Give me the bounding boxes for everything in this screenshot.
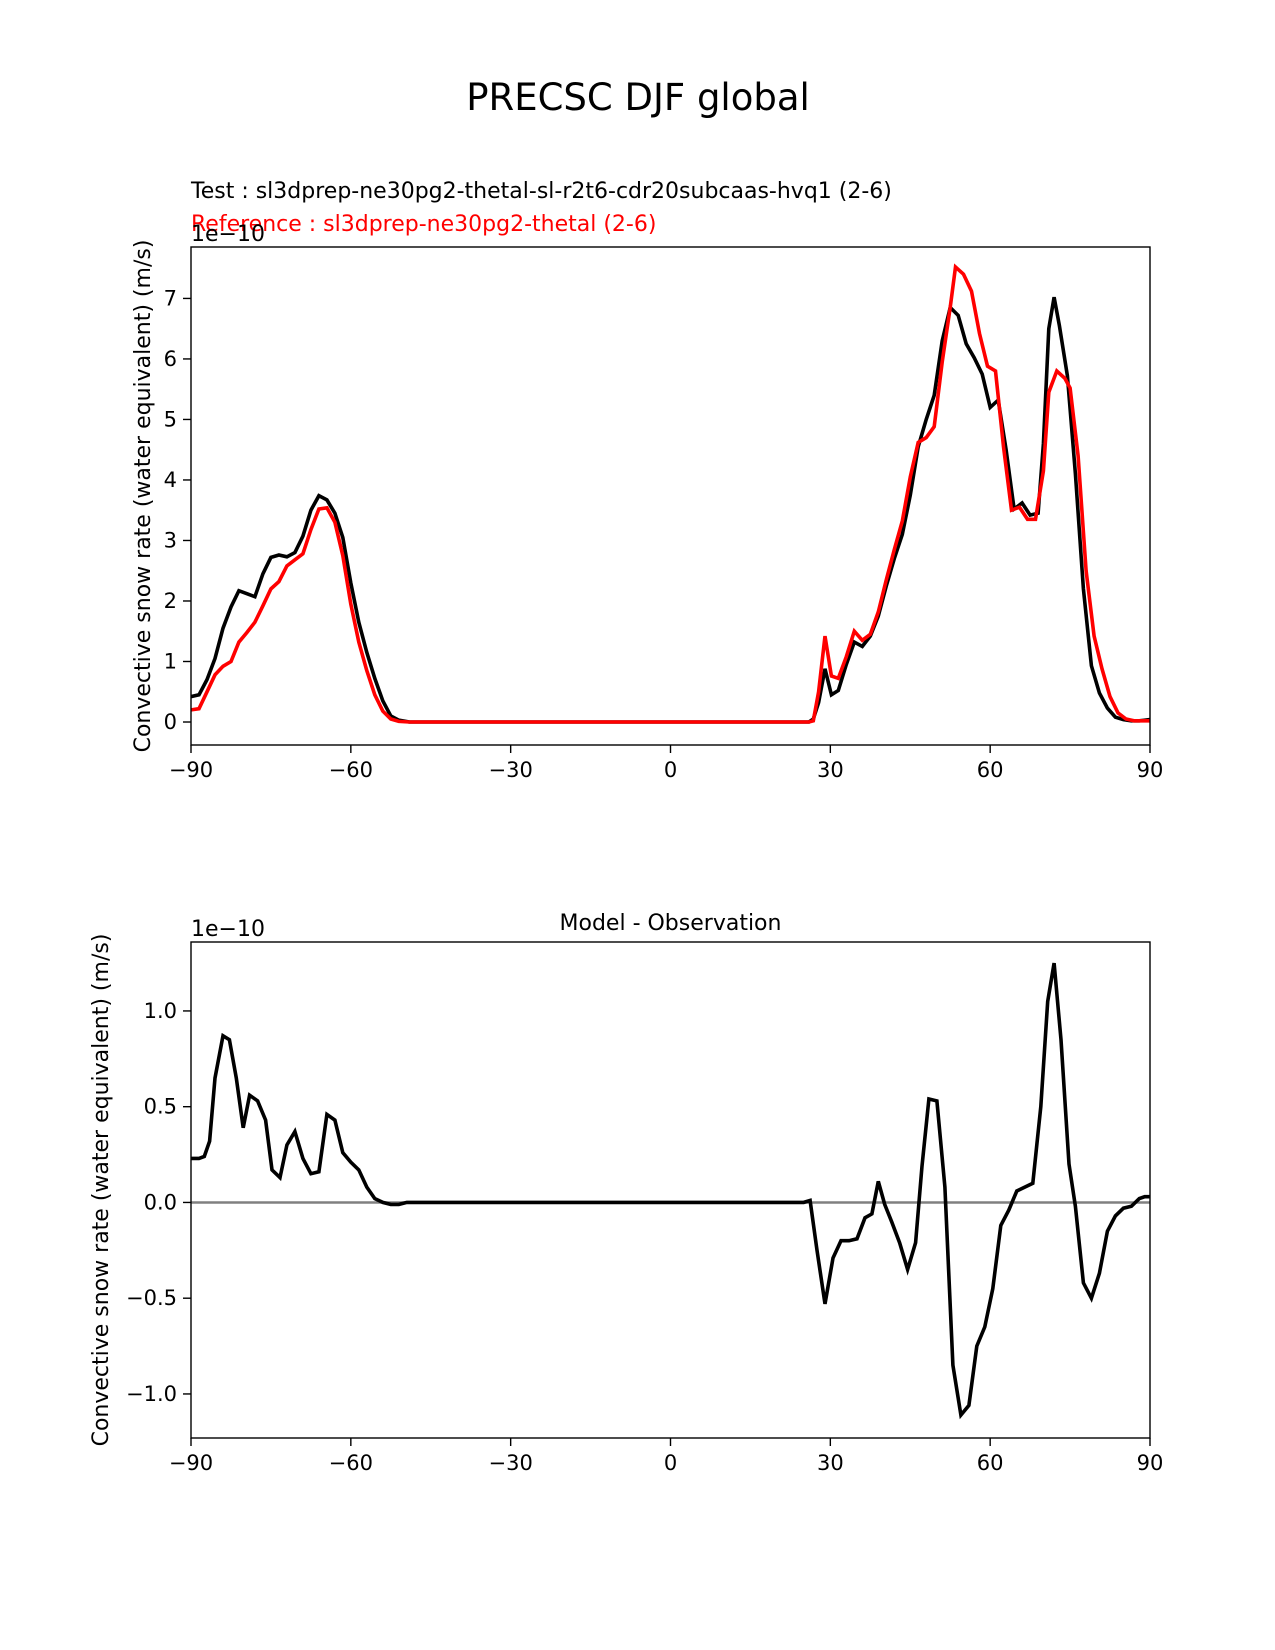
x-tick-label: −30 <box>489 1451 533 1475</box>
panel-test-reference: Test : sl3dprep-ne30pg2-thetal-sl-r2t6-c… <box>131 179 1163 782</box>
x-tick-label: −90 <box>169 1451 213 1475</box>
y-tick-label: 0.5 <box>144 1095 177 1119</box>
y-tick-label: −1.0 <box>126 1382 177 1406</box>
y-offset-text: 1e−10 <box>191 222 265 247</box>
x-tick-label: −90 <box>169 758 213 782</box>
x-tick-label: 60 <box>977 1451 1004 1475</box>
y-tick-label: −0.5 <box>126 1286 177 1310</box>
y-tick-label: 5 <box>164 407 177 431</box>
x-tick-label: 0 <box>664 1451 677 1475</box>
plot-frame <box>190 941 1151 1439</box>
y-tick-label: 3 <box>164 528 177 552</box>
x-tick-label: 90 <box>1137 758 1164 782</box>
x-tick-label: 30 <box>817 1451 844 1475</box>
panel-title: Model - Observation <box>560 911 782 936</box>
reference-title: Reference : sl3dprep-ne30pg2-thetal (2-6… <box>191 212 656 237</box>
y-tick-label: 1 <box>164 649 177 673</box>
y-offset-text: 1e−10 <box>191 917 265 942</box>
y-axis-label: Convective snow rate (water equivalent) … <box>131 240 156 753</box>
y-tick-label: 1.0 <box>144 999 177 1023</box>
figure-title: PRECSC DJF global <box>466 76 810 119</box>
x-tick-label: 90 <box>1137 1451 1164 1475</box>
y-tick-label: 2 <box>164 589 177 613</box>
series-line-test <box>191 296 1150 724</box>
y-tick-label: 0.0 <box>144 1190 177 1214</box>
x-tick-label: 60 <box>977 758 1004 782</box>
series-line-reference <box>191 263 1150 724</box>
y-tick-label: 4 <box>164 468 177 492</box>
x-tick-label: −60 <box>329 1451 373 1475</box>
x-tick-label: 30 <box>817 758 844 782</box>
plot-frame <box>190 246 1151 746</box>
x-tick-label: 0 <box>664 758 677 782</box>
panel-model-observation: Model - Observation 1e−10 Convective snow … <box>89 911 1163 1475</box>
test-title: Test : sl3dprep-ne30pg2-thetal-sl-r2t6-c… <box>190 179 892 204</box>
y-tick-label: 6 <box>164 347 177 371</box>
x-tick-label: −30 <box>489 758 533 782</box>
y-tick-label: 0 <box>164 710 177 734</box>
series-line-test-reference <box>191 962 1150 1420</box>
x-tick-label: −60 <box>329 758 373 782</box>
y-axis-label: Convective snow rate (water equivalent) … <box>89 934 114 1447</box>
y-tick-label: 7 <box>164 286 177 310</box>
